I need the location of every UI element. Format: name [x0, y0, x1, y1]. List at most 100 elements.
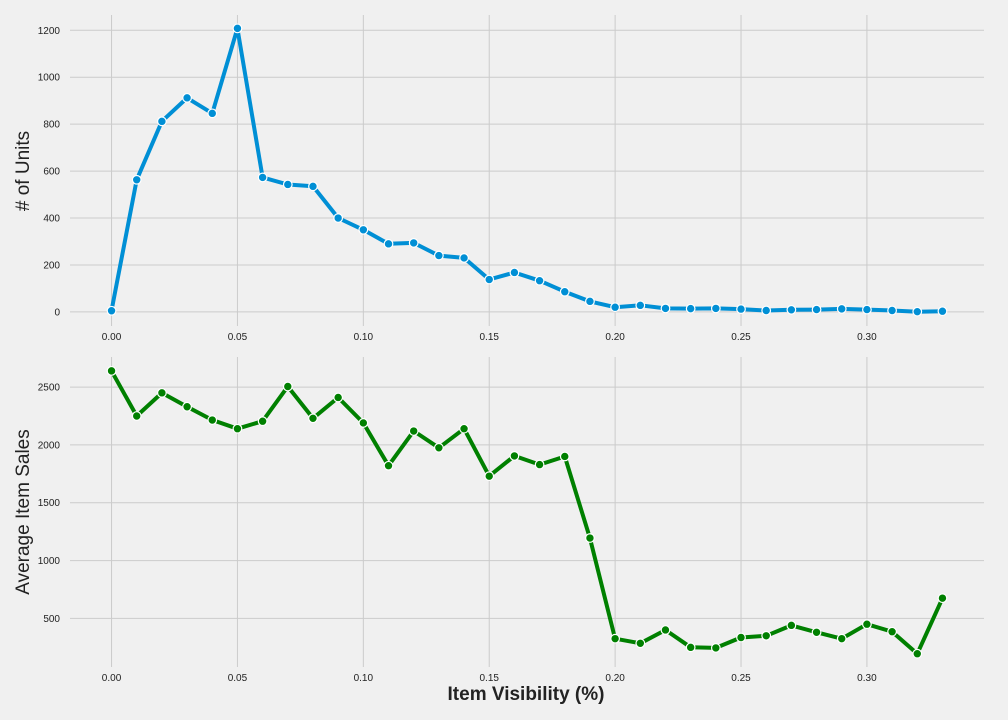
sales-data-point — [207, 415, 218, 425]
sales-x-tick-label: 0.15 — [479, 673, 499, 684]
units-data-point — [333, 213, 344, 223]
sales-grid — [70, 357, 984, 667]
sales-data-point — [660, 625, 671, 635]
units-series-line — [109, 26, 945, 314]
units-data-point — [610, 302, 621, 313]
units-data-point — [459, 253, 469, 263]
units-data-point — [131, 174, 142, 185]
sales-data-point — [459, 423, 469, 434]
sales-data-point — [282, 381, 293, 392]
sales-data-point — [257, 416, 268, 427]
sales-data-point — [308, 413, 318, 424]
sales-data-point — [887, 626, 897, 637]
units-data-point — [308, 181, 318, 192]
sales-data-point — [559, 451, 570, 462]
sales-ylabel: Average Item Sales — [13, 429, 34, 594]
units-data-point — [182, 92, 192, 103]
units-y-tick-label: 800 — [43, 120, 60, 131]
sales-data-point — [484, 471, 495, 482]
units-data-point — [207, 108, 218, 119]
units-data-point — [912, 306, 923, 317]
units-grid — [70, 15, 984, 326]
sales-data-point — [534, 459, 545, 470]
units-data-point — [836, 303, 847, 314]
sales-data-point — [862, 619, 872, 630]
units-data-point — [509, 267, 520, 278]
units-x-tick-label: 0.10 — [354, 332, 374, 343]
units-data-point — [585, 296, 595, 307]
units-y-tick-label: 200 — [43, 260, 60, 271]
units-x-tick-label: 0.15 — [479, 332, 499, 343]
units-data-point — [937, 306, 948, 317]
units-ylabel: # of Units — [13, 131, 34, 211]
units-x-tick-label: 0.30 — [857, 332, 877, 343]
sales-data-point — [333, 392, 344, 403]
sales-data-point — [811, 627, 822, 638]
units-data-point — [685, 303, 696, 314]
sales-data-point — [106, 365, 117, 376]
units-x-tick-label: 0.05 — [228, 332, 248, 343]
units-data-point — [559, 286, 570, 297]
units-data-point — [660, 303, 671, 314]
sales-y-tick-label: 1500 — [38, 498, 61, 509]
units-data-point — [408, 238, 419, 248]
units-data-point — [534, 275, 545, 286]
sales-x-tick-label: 0.00 — [102, 673, 122, 684]
sales-x-tick-label: 0.10 — [354, 673, 374, 684]
sales-xlabel: Item Visibility (%) — [448, 684, 605, 705]
sales-data-point — [761, 630, 772, 641]
units-data-point — [811, 304, 822, 315]
units-y-tick-label: 1000 — [38, 73, 61, 84]
sales-y-tick-label: 2000 — [38, 440, 61, 451]
sales-data-point — [736, 632, 746, 643]
sales-data-point — [937, 593, 948, 604]
sales-data-point — [912, 648, 923, 659]
units-data-point — [282, 179, 293, 190]
units-data-point — [887, 305, 897, 316]
units-y-tick-label: 600 — [43, 167, 60, 178]
units-data-point — [358, 224, 369, 235]
sales-y-tick-label: 500 — [43, 614, 60, 625]
sales-data-point — [358, 418, 369, 428]
sales-series-line — [109, 368, 945, 656]
sales-x-tick-label: 0.25 — [731, 673, 751, 684]
units-x-tick-label: 0.00 — [102, 332, 122, 343]
sales-x-tick-label: 0.05 — [228, 673, 248, 684]
sales-y-tick-label: 1000 — [38, 556, 61, 567]
sales-data-point — [509, 450, 520, 461]
sales-data-point — [710, 643, 721, 653]
units-y-tick-label: 0 — [54, 307, 60, 318]
sales-data-point — [786, 620, 797, 631]
units-data-point — [106, 305, 117, 316]
sales-data-point — [182, 401, 192, 412]
sales-data-point — [585, 533, 595, 543]
units-data-point — [736, 304, 746, 315]
units-data-point — [484, 274, 495, 285]
sales-data-point — [635, 638, 646, 649]
units-x-tick-label: 0.20 — [605, 332, 625, 343]
sales-data-point — [232, 423, 243, 434]
sales-chart: Average Item Sales Item Visibility (%) 0… — [13, 357, 984, 705]
sales-data-point — [685, 642, 696, 653]
units-y-tick-label: 400 — [43, 214, 60, 225]
units-data-point — [710, 303, 721, 314]
units-y-tick-label: 1200 — [38, 26, 61, 37]
units-data-point — [761, 305, 772, 316]
units-data-point — [786, 304, 797, 315]
sales-data-point — [836, 633, 847, 644]
units-data-point — [862, 304, 872, 315]
units-data-point — [257, 172, 268, 183]
units-chart: # of Units 0.00 0.05 0.10 0.15 0.20 0.25 0.30 0… — [13, 15, 984, 343]
units-data-point — [383, 238, 394, 249]
sales-x-tick-label: 0.30 — [857, 673, 877, 684]
units-data-point — [433, 250, 444, 261]
sales-data-point — [610, 633, 621, 644]
sales-data-point — [383, 460, 394, 471]
sales-data-point — [157, 387, 167, 398]
units-data-point — [157, 116, 167, 127]
sales-data-point — [408, 426, 419, 436]
sales-data-point — [131, 411, 142, 421]
units-x-tick-label: 0.25 — [731, 332, 751, 343]
sales-data-point — [433, 442, 444, 453]
